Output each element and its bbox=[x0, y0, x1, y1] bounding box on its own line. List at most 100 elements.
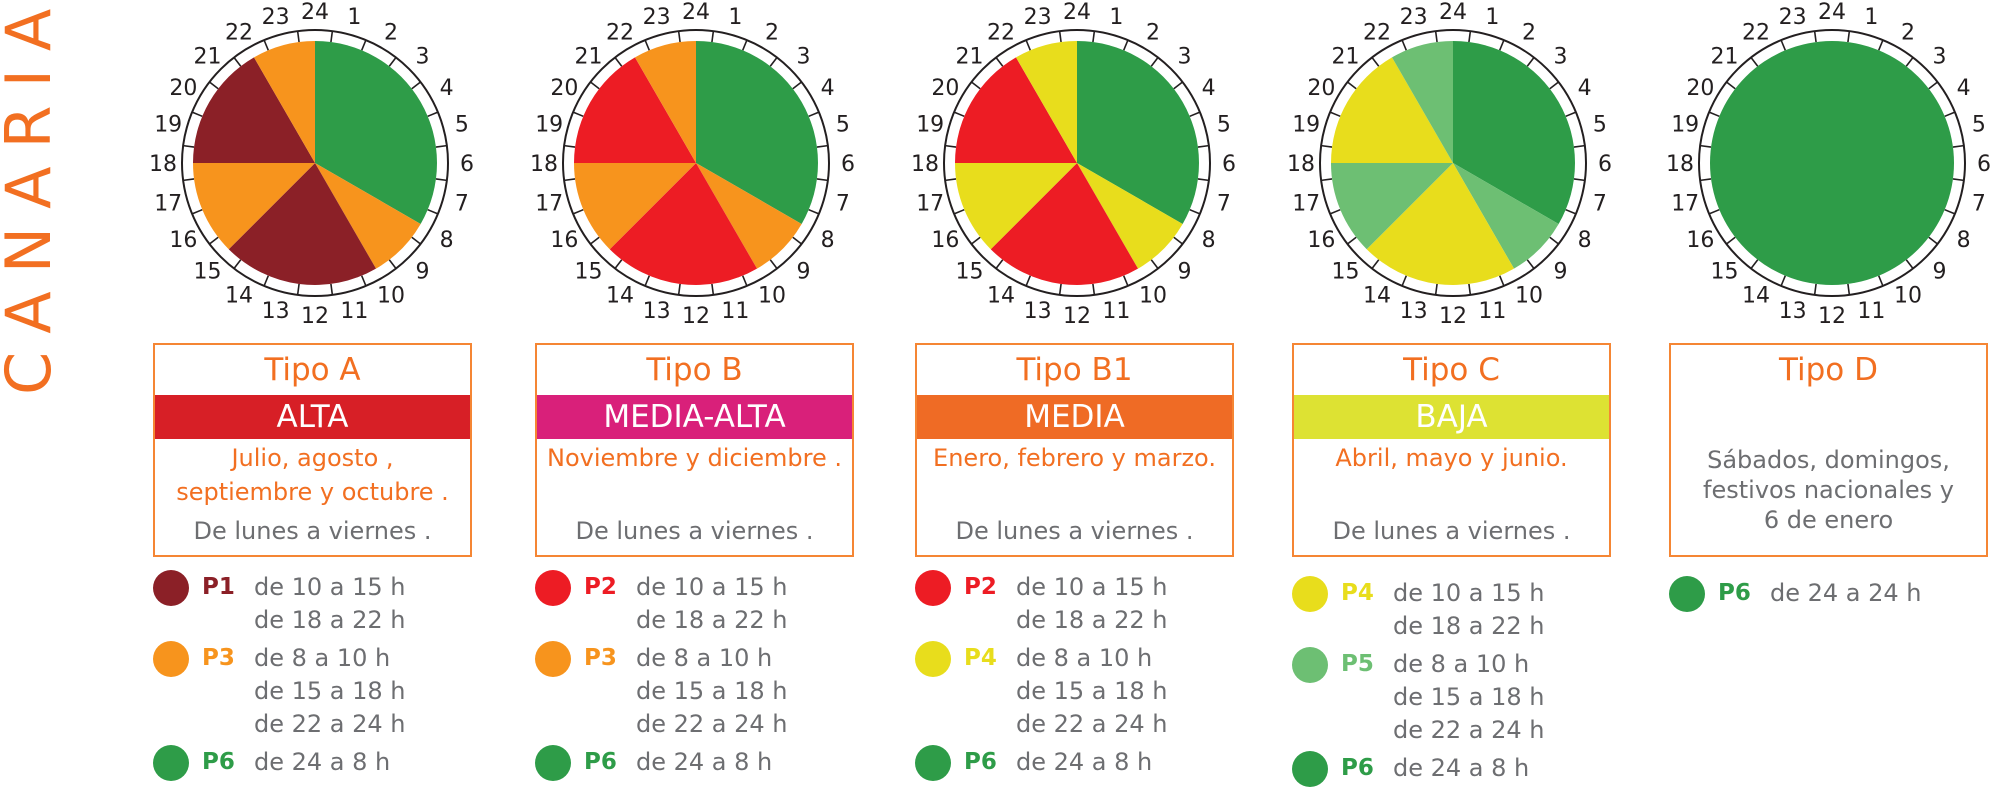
clock-hour-label: 1 bbox=[1864, 5, 1878, 30]
legend-entry: P6 de 24 a 8 h bbox=[915, 745, 1245, 783]
pie-slice-p2 bbox=[574, 57, 696, 163]
clock-hour-label: 9 bbox=[1553, 259, 1567, 284]
months-line: Noviembre y diciembre . bbox=[547, 444, 842, 472]
hour-range: de 8 a 10 h bbox=[254, 644, 391, 672]
clock-tick bbox=[435, 178, 447, 182]
clock-tick bbox=[208, 81, 219, 90]
pie-slice-p6 bbox=[1710, 41, 1954, 285]
clock-tick bbox=[808, 111, 820, 118]
clock-tick bbox=[1565, 111, 1577, 118]
clock-tick bbox=[360, 39, 367, 51]
pie-slice-p4 bbox=[1077, 163, 1183, 269]
clock-tick bbox=[1708, 208, 1720, 215]
clock-tick bbox=[1780, 275, 1787, 287]
clock-hour-label: 22 bbox=[225, 20, 253, 45]
clock-tick bbox=[589, 81, 600, 90]
clock-hour-label: 9 bbox=[796, 259, 810, 284]
clock-hour-label: 22 bbox=[1742, 20, 1770, 45]
clock-hour-label: 23 bbox=[643, 5, 671, 30]
clock-hour-label: 14 bbox=[225, 284, 253, 309]
clock-tick bbox=[1813, 283, 1817, 295]
clock-hour-label: 24 bbox=[301, 0, 329, 25]
clock-tick bbox=[1549, 81, 1560, 90]
period-code: P6 bbox=[202, 749, 235, 775]
clock-tick bbox=[263, 39, 270, 51]
clock-hour-label: 3 bbox=[796, 45, 810, 70]
days-text: De lunes a viernes . bbox=[193, 517, 432, 545]
hour-range: de 15 a 18 h bbox=[636, 677, 788, 705]
clock-hour-label: 15 bbox=[1711, 259, 1739, 284]
months-text: Enero, febrero y marzo. bbox=[917, 439, 1232, 475]
clock-hour-label: 11 bbox=[1102, 299, 1130, 324]
clock-hour-label: 10 bbox=[377, 284, 405, 309]
hour-range: de 22 a 24 h bbox=[1393, 716, 1545, 744]
clock-hour-label: 15 bbox=[575, 259, 603, 284]
clock-hour-label: 6 bbox=[841, 152, 855, 177]
clock-hour-label: 8 bbox=[821, 228, 835, 253]
clock-hour-label: 12 bbox=[301, 304, 329, 329]
pie-slice-p5 bbox=[1453, 163, 1559, 269]
legend-entry: P1 de 10 a 15 h de 18 a 22 h bbox=[153, 570, 483, 641]
period-legend: P4 de 10 a 15 h de 18 a 22 h P5 de 8 a 10 h d… bbox=[1292, 576, 1622, 789]
clock-tick bbox=[970, 236, 981, 245]
clock-hour-label: 1 bbox=[1109, 5, 1123, 30]
clock-tick bbox=[330, 31, 334, 43]
legend-entry: P6 de 24 a 8 h bbox=[1292, 751, 1622, 789]
hour-range: de 24 a 8 h bbox=[1393, 754, 1530, 782]
clock-tick bbox=[816, 144, 828, 148]
clock-tick bbox=[1549, 236, 1560, 245]
clock-hour-label: 17 bbox=[154, 191, 182, 216]
clock-hour-label: 8 bbox=[1578, 228, 1592, 253]
clock-tick bbox=[1573, 144, 1585, 148]
clock-hour-label: 16 bbox=[931, 228, 959, 253]
clock-tick bbox=[644, 39, 651, 51]
hour-range: de 10 a 15 h bbox=[1016, 573, 1168, 601]
clock-hour-label: 24 bbox=[1063, 0, 1091, 25]
period-legend: P2 de 10 a 15 h de 18 a 22 h P4 de 8 a 10 h d… bbox=[915, 570, 1245, 783]
clock-tick bbox=[953, 208, 965, 215]
clock-hour-label: 7 bbox=[1972, 191, 1986, 216]
clock-hour-label: 8 bbox=[1957, 228, 1971, 253]
clock-hour-label: 12 bbox=[1818, 304, 1846, 329]
clock-hour-label: 21 bbox=[1332, 45, 1360, 70]
pie-slice-p5 bbox=[1392, 41, 1453, 163]
clock-hour-label: 23 bbox=[1779, 5, 1807, 30]
tariff-card: Tipo B1 MEDIA Enero, febrero y marzo. De lu… bbox=[915, 343, 1234, 557]
clock-tick bbox=[1905, 56, 1914, 67]
clock-tick bbox=[263, 275, 270, 287]
clock-hour-label: 10 bbox=[1894, 284, 1922, 309]
clock-hour-label: 4 bbox=[440, 76, 454, 101]
clock-tick bbox=[953, 111, 965, 118]
clock-hour-label: 12 bbox=[682, 304, 710, 329]
tariff-card: Tipo C BAJA Abril, mayo y junio. De lunes a… bbox=[1292, 343, 1611, 557]
region-name: CANARIAS bbox=[0, 0, 64, 395]
clock-tick bbox=[1944, 208, 1956, 215]
clock-hour-label: 6 bbox=[1977, 152, 1991, 177]
clock-tick bbox=[808, 208, 820, 215]
demand-level-band: BAJA bbox=[1294, 395, 1609, 439]
clock-tick bbox=[183, 178, 195, 182]
clock-hour-label: 3 bbox=[1553, 45, 1567, 70]
period-code: P3 bbox=[584, 645, 617, 671]
clock-hour-label: 21 bbox=[956, 45, 984, 70]
pie-slice-p3 bbox=[574, 163, 696, 250]
clock-tick bbox=[1346, 81, 1357, 90]
pie-slice-p3 bbox=[696, 163, 802, 269]
clock-tick bbox=[677, 283, 681, 295]
clock-hour-label: 2 bbox=[1522, 20, 1536, 45]
pie-slice-p4 bbox=[955, 163, 1077, 250]
legend-color-dot bbox=[535, 570, 571, 606]
clock-tick bbox=[1708, 111, 1720, 118]
pie-slice-p2 bbox=[990, 163, 1138, 285]
clock-tick bbox=[435, 144, 447, 148]
period-code: P4 bbox=[1341, 580, 1374, 606]
clock-hour-label: 13 bbox=[1779, 299, 1807, 324]
tariff-type-title: Tipo B1 bbox=[1016, 352, 1133, 388]
clock-tick bbox=[1189, 111, 1201, 118]
clock-hour-label: 15 bbox=[1332, 259, 1360, 284]
pie-slice-p3 bbox=[254, 41, 315, 163]
clock-tick bbox=[1700, 144, 1712, 148]
clock-tick bbox=[1750, 259, 1759, 270]
